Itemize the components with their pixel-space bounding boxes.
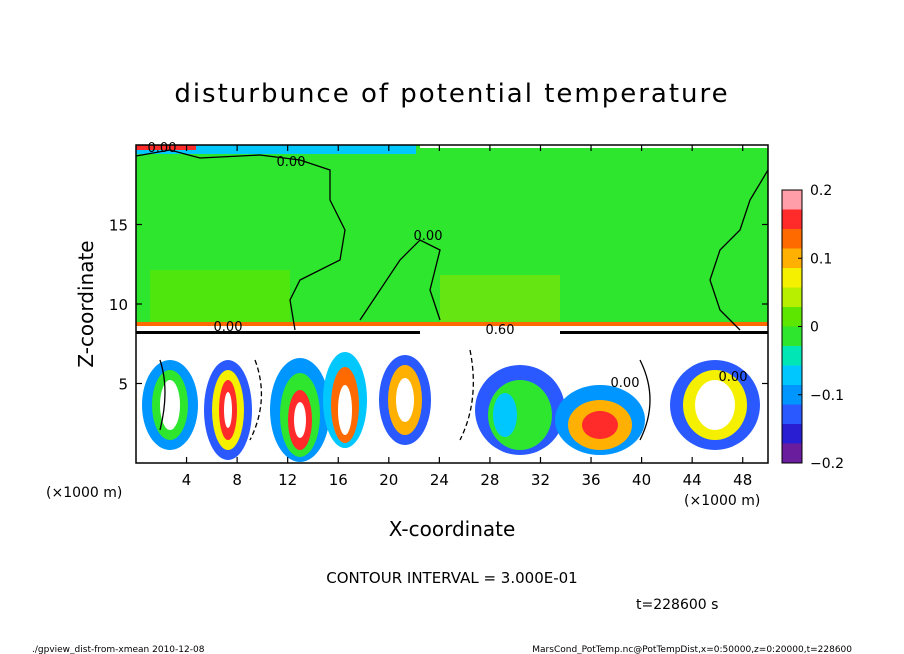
x-tick-label: 32 [531, 471, 550, 489]
colorbar [782, 190, 802, 464]
colorbar-swatch [782, 307, 802, 327]
colorbar-swatch [782, 248, 802, 269]
x-tick-label: 8 [232, 471, 242, 489]
field-patch [440, 275, 560, 325]
contour-label: 0.00 [719, 370, 748, 385]
footer-left: ./gpview_dist-from-xmean 2010-12-08 [32, 645, 205, 654]
contour-line [136, 149, 346, 331]
colorbar-swatch [782, 190, 802, 210]
contour-label: 0.00 [214, 320, 243, 335]
field-inversion-orange [136, 322, 768, 326]
x-axis: 4 8 12 16 20 24 28 32 36 40 44 48 [182, 145, 752, 489]
colorbar-swatch [782, 404, 802, 425]
contour-label: 0.00 [148, 141, 177, 156]
x-tick-label: 48 [733, 471, 752, 489]
contour-line [359, 239, 441, 321]
colorbar-swatch [782, 424, 802, 444]
x-tick-label: 28 [480, 471, 499, 489]
y-tick-label: 10 [109, 296, 128, 314]
colorbar-swatch [782, 443, 802, 464]
plume [160, 380, 180, 430]
x-tick-label: 24 [430, 471, 449, 489]
x-unit-label-left: (×1000 m) [46, 485, 122, 501]
plume-group [142, 352, 760, 462]
field-top-band-white [420, 145, 768, 148]
y-tick-label: 15 [109, 217, 128, 235]
colorbar-swatch [782, 385, 802, 405]
x-unit-label-right: (×1000 m) [684, 493, 760, 509]
x-tick-label: 44 [683, 471, 702, 489]
x-axis-title: X-coordinate [389, 517, 516, 541]
colorbar-swatch [782, 229, 802, 249]
contour-line [639, 359, 651, 441]
contour-lines [136, 149, 768, 441]
field-inversion-white [136, 326, 768, 331]
footer-right: MarsCond_PotTemp.nc@PotTempDist,x=0:5000… [532, 645, 852, 654]
colorbar-swatch [782, 346, 802, 366]
chart-title: disturbunce of potential temperature [174, 79, 729, 109]
contour-line [459, 349, 474, 441]
colorbar-swatch [782, 287, 802, 308]
contour-label: 0.00 [414, 229, 443, 244]
contour-label: 0.60 [486, 323, 515, 338]
colorbar-tick-label: −0.2 [810, 456, 844, 472]
colorbar-swatch [782, 365, 802, 386]
contour-labels: 0.00 0.00 0.00 0.60 0.00 0.00 0.00 [148, 141, 748, 391]
plume [338, 385, 352, 435]
contour-label: 0.00 [277, 155, 306, 170]
field-white-patch [420, 330, 560, 345]
contour-interval-text: CONTOUR INTERVAL = 3.000E-01 [326, 569, 577, 587]
contour-line [249, 359, 263, 441]
x-tick-label: 12 [278, 471, 297, 489]
colorbar-tick-label: −0.1 [810, 388, 844, 404]
plot-area [136, 145, 768, 463]
plume [396, 378, 414, 422]
contour-line [159, 359, 166, 431]
field-patch [150, 270, 290, 325]
colorbar-swatch [782, 326, 802, 347]
colorbar-swatch [782, 209, 802, 230]
y-tick-label: 5 [118, 376, 128, 394]
colorbar-ticks: 0.2 0.1 0 −0.1 −0.2 [798, 183, 844, 472]
contour-line [709, 169, 768, 331]
time-text: t=228600 s [636, 597, 718, 613]
plume [582, 411, 618, 439]
x-tick-label: 36 [581, 471, 600, 489]
x-tick-label: 20 [379, 471, 398, 489]
x-tick-label: 40 [632, 471, 651, 489]
plume [224, 392, 232, 428]
plume [493, 393, 517, 437]
y-axis: 5 10 15 [109, 217, 768, 394]
colorbar-swatch [782, 268, 802, 288]
x-tick-label: 4 [182, 471, 192, 489]
plume [294, 402, 306, 438]
contour-label: 0.00 [611, 376, 640, 391]
colorbar-tick-label: 0.1 [810, 251, 832, 267]
plume [695, 380, 735, 430]
colorbar-tick-label: 0 [810, 320, 819, 336]
y-axis-title: Z-coordinate [74, 240, 98, 367]
field-top-band-red [136, 145, 196, 150]
x-tick-label: 16 [329, 471, 348, 489]
colorbar-tick-label: 0.2 [810, 183, 832, 199]
field-top-band [136, 145, 416, 154]
